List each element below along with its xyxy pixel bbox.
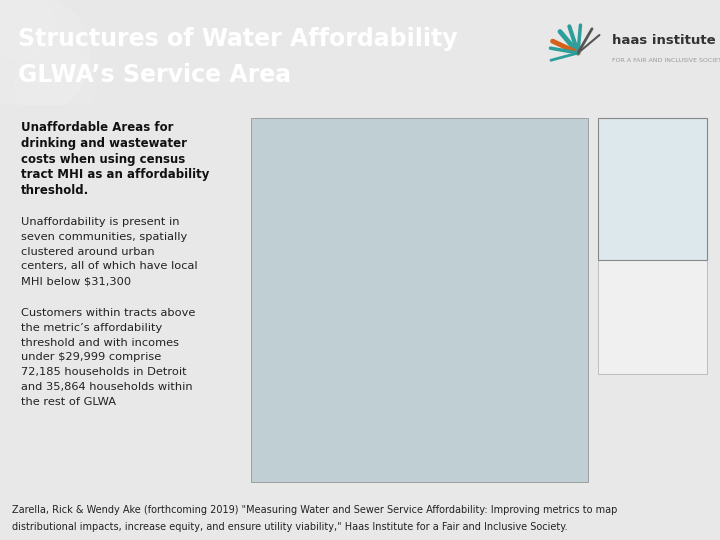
Text: costs when using census: costs when using census	[21, 153, 186, 166]
Text: and 35,864 households within: and 35,864 households within	[21, 382, 193, 392]
Text: drinking and wastewater: drinking and wastewater	[21, 137, 187, 150]
Text: centers, all of which have local: centers, all of which have local	[21, 261, 198, 272]
Text: distributional impacts, increase equity, and ensure utility viability," Haas Ins: distributional impacts, increase equity,…	[12, 522, 567, 532]
Text: Zarella, Rick & Wendy Ake (forthcoming 2019) "Measuring Water and Sewer Service : Zarella, Rick & Wendy Ake (forthcoming 2…	[12, 505, 617, 515]
FancyBboxPatch shape	[598, 126, 707, 375]
Text: FOR A FAIR AND INCLUSIVE SOCIETY: FOR A FAIR AND INCLUSIVE SOCIETY	[612, 57, 720, 63]
Circle shape	[15, 45, 95, 125]
Text: 72,185 households in Detroit: 72,185 households in Detroit	[21, 367, 186, 377]
Text: Unaffordability is present in: Unaffordability is present in	[21, 218, 180, 227]
Circle shape	[0, 0, 90, 115]
Text: under $29,999 comprise: under $29,999 comprise	[21, 353, 161, 362]
Text: the rest of GLWA: the rest of GLWA	[21, 396, 116, 407]
Text: Unaffordable Areas for: Unaffordable Areas for	[21, 122, 174, 134]
Text: Structures of Water Affordability: Structures of Water Affordability	[18, 27, 458, 51]
Circle shape	[0, 0, 55, 60]
Text: seven communities, spatially: seven communities, spatially	[21, 232, 187, 242]
Text: Customers within tracts above: Customers within tracts above	[21, 308, 196, 319]
Text: threshold and with incomes: threshold and with incomes	[21, 338, 179, 348]
Text: threshold.: threshold.	[21, 184, 89, 197]
FancyBboxPatch shape	[251, 118, 588, 482]
Text: MHI below $31,300: MHI below $31,300	[21, 276, 131, 286]
Text: haas institute: haas institute	[612, 33, 716, 46]
Text: the metric’s affordability: the metric’s affordability	[21, 323, 163, 333]
Text: clustered around urban: clustered around urban	[21, 247, 155, 256]
Text: GLWA’s Service Area: GLWA’s Service Area	[18, 63, 291, 87]
FancyBboxPatch shape	[598, 118, 707, 260]
Text: tract MHI as an affordability: tract MHI as an affordability	[21, 168, 210, 181]
